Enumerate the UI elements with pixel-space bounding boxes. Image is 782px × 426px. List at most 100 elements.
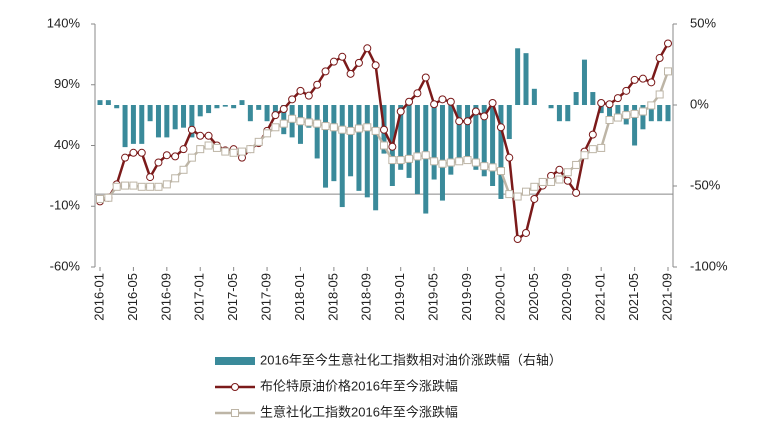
point <box>371 126 380 135</box>
point <box>421 151 430 160</box>
y2-tick-label: -50% <box>690 177 721 192</box>
point <box>622 111 631 120</box>
point <box>555 165 564 174</box>
bar <box>439 105 445 201</box>
point <box>346 126 355 135</box>
point <box>446 158 455 167</box>
bar <box>598 105 604 114</box>
legend-marker <box>231 409 239 417</box>
point <box>388 142 397 151</box>
bar <box>607 105 613 122</box>
point <box>547 177 556 186</box>
legend-marker <box>231 383 239 391</box>
point <box>146 182 155 191</box>
legend-swatch <box>215 357 255 365</box>
point <box>179 165 188 174</box>
point <box>471 107 480 116</box>
point <box>129 181 138 190</box>
point <box>246 145 255 154</box>
point <box>430 157 439 166</box>
x-tick-label: 2019-09 <box>459 273 474 321</box>
point <box>346 69 355 78</box>
point <box>338 52 347 61</box>
y-tick-label: 40% <box>54 137 80 152</box>
point <box>463 156 472 165</box>
point <box>555 175 564 184</box>
bar <box>573 92 579 105</box>
bar <box>565 105 571 122</box>
point <box>187 153 196 162</box>
point <box>171 174 180 183</box>
bar <box>105 100 111 105</box>
point <box>196 145 205 154</box>
bar <box>490 105 496 186</box>
point <box>288 114 297 123</box>
bar <box>256 105 262 110</box>
bar <box>214 105 220 109</box>
bar <box>356 105 362 191</box>
x-tick-label: 2019-01 <box>392 273 407 321</box>
point <box>630 109 639 118</box>
point <box>396 107 405 116</box>
legend-label: 生意社化工指数2016年至今涨跌幅 <box>260 404 458 419</box>
point <box>463 117 472 126</box>
point <box>480 162 489 171</box>
point <box>388 156 397 165</box>
bar <box>306 105 312 128</box>
x-tick-label: 2021-01 <box>593 273 608 321</box>
bar <box>164 105 170 138</box>
x-tick-label: 2017-05 <box>225 273 240 321</box>
point <box>313 80 322 89</box>
point <box>221 147 230 156</box>
x-tick-label: 2016-01 <box>91 273 106 321</box>
bar <box>406 105 412 178</box>
point <box>371 61 380 70</box>
point <box>279 105 288 114</box>
point <box>121 153 130 162</box>
point <box>296 86 305 95</box>
y-tick-label: -10% <box>50 198 81 213</box>
x-tick-label: 2020-09 <box>559 273 574 321</box>
bar <box>323 105 329 188</box>
point <box>655 90 664 99</box>
bar <box>531 88 537 105</box>
bar <box>640 105 646 130</box>
x-tick-label: 2018-09 <box>359 273 374 321</box>
point <box>338 125 347 134</box>
y-tick-label: -60% <box>50 258 81 273</box>
x-tick-label: 2019-05 <box>426 273 441 321</box>
point <box>279 119 288 128</box>
point <box>597 143 606 152</box>
point <box>664 39 672 48</box>
point <box>304 91 313 100</box>
bar <box>556 105 562 122</box>
point <box>254 137 263 146</box>
point <box>572 160 581 169</box>
bar <box>122 105 128 148</box>
point <box>597 98 606 107</box>
point <box>522 187 530 196</box>
x-tick-label: 2021-09 <box>659 273 674 321</box>
x-tick-label: 2018-01 <box>292 273 307 321</box>
bar <box>222 105 228 107</box>
point <box>446 97 455 106</box>
bar <box>581 59 587 105</box>
bar <box>314 105 320 159</box>
bar <box>231 105 237 109</box>
bar <box>239 100 245 105</box>
point <box>363 123 372 132</box>
bar <box>456 105 462 162</box>
bar <box>206 105 212 114</box>
point <box>413 89 422 98</box>
bar <box>665 105 671 122</box>
point <box>137 182 146 191</box>
point <box>329 123 338 132</box>
point <box>405 154 414 163</box>
point <box>505 190 514 199</box>
bar <box>264 105 270 122</box>
y2-tick-label: -100% <box>690 258 728 273</box>
point <box>296 117 305 126</box>
x-tick-label: 2017-01 <box>192 273 207 321</box>
point <box>187 125 196 134</box>
point <box>112 182 121 191</box>
